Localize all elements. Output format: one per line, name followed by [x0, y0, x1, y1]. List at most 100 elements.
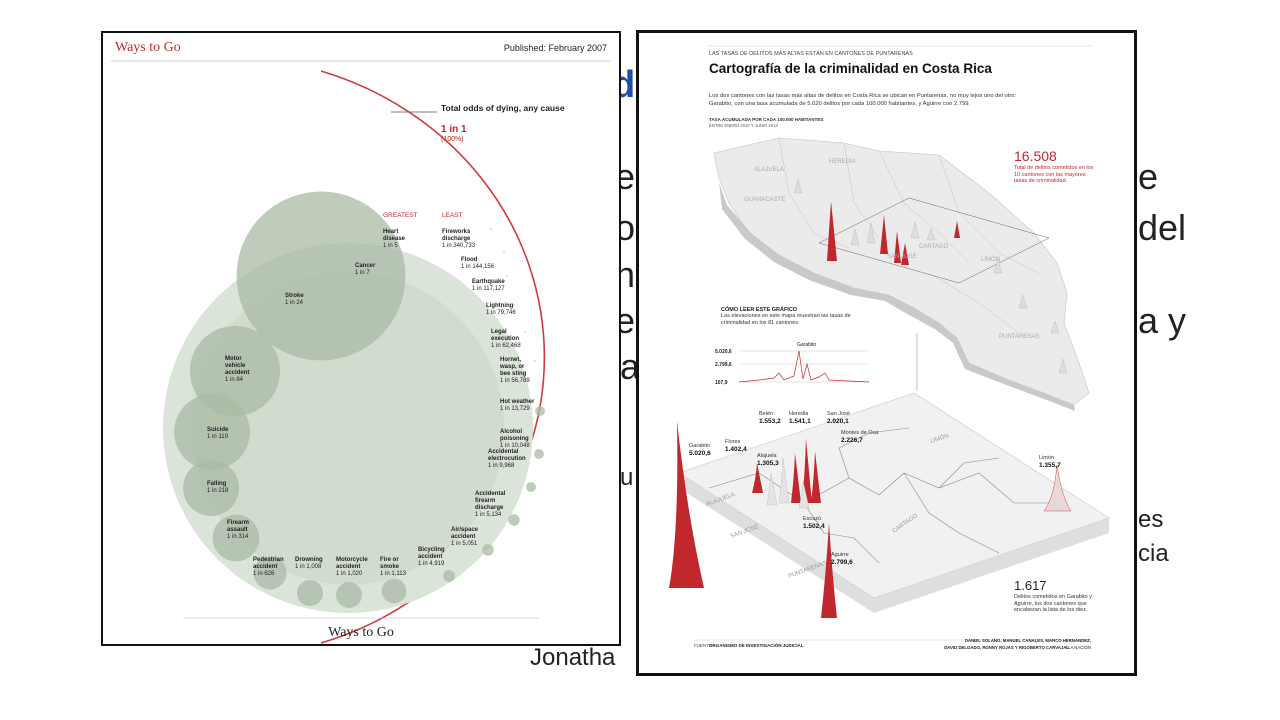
- stat-2: 1.617: [1014, 578, 1047, 593]
- region-label-top: SAN JOSÉ: [887, 253, 917, 260]
- canton-value: 2.226,7: [841, 437, 863, 444]
- cause-odds: 1 in 24: [285, 300, 304, 306]
- right-title: Cartografía de la criminalidad en Costa …: [709, 61, 992, 76]
- credits-line3: / LA NACIÓN: [1066, 645, 1091, 650]
- zoom-frame: [818, 197, 1050, 284]
- region-label-top: PUNTARENAS: [999, 334, 1040, 340]
- greatest-label: GREATEST: [383, 212, 418, 219]
- cause-odds: 1 in 9,968: [488, 463, 515, 469]
- aguirre-peak: [821, 523, 837, 618]
- cause-name: Fireworks: [442, 229, 471, 235]
- bottom-map-peaks: [669, 421, 1072, 618]
- cause-name: Suicide: [207, 427, 229, 433]
- slide-text-fragment: es: [1138, 506, 1164, 533]
- cause-name: Alcohol: [500, 429, 522, 435]
- cause-odds: 1 in 5: [383, 243, 398, 249]
- scale-value: 5.020,6: [715, 349, 732, 355]
- cause-odds: 1 in 144,156: [461, 264, 495, 270]
- scale-chart: 5.020,6 2.799,6 107,9 Garabito: [715, 342, 870, 386]
- cause-name: poisoning: [500, 436, 529, 442]
- cause-circle: [524, 331, 526, 333]
- source: ORGANISMO DE INVESTIGACIÓN JUDICIAL: [709, 641, 804, 648]
- stat-2-text-wrap: Delitos cometidos en Garabito y Aguirre,…: [1014, 594, 1092, 614]
- cause-name: Hot weather: [500, 399, 535, 405]
- stat-2-text: Delitos cometidos en Garabito y Aguirre,…: [1014, 594, 1092, 614]
- cause-circle: [236, 191, 406, 361]
- escazu-peak: [798, 480, 810, 509]
- cause-name: Bicycling: [418, 547, 445, 553]
- cause-circle: [526, 482, 536, 492]
- cause-name: Fire or: [380, 557, 399, 563]
- ways-to-go-svg: Ways to Go Published: February 2007 Tota…: [111, 40, 611, 644]
- cause-name: accident: [336, 564, 360, 570]
- cause-name: Earthquake: [472, 279, 505, 285]
- cause-odds: 1 in 10,048: [500, 443, 530, 449]
- canton-value: 1.541,1: [789, 418, 811, 425]
- cause-name: Drowning: [295, 557, 323, 563]
- canton-name: Escazú: [803, 516, 821, 522]
- top-map-region-labels: ALAJUELA HEREDIA GUANACASTE SAN JOSÉ CAR…: [744, 159, 1040, 340]
- cause-odds: 1 in 119: [207, 434, 229, 440]
- cause-circles: [174, 191, 545, 608]
- cause-circle: [508, 514, 520, 526]
- cause-name: disease: [383, 236, 406, 242]
- garabito-peak: [669, 421, 704, 588]
- intro-line1: Los dos cantones con las tasas más altas…: [709, 93, 1016, 99]
- heredia-peak: [791, 453, 801, 503]
- cause-name: assault: [227, 527, 248, 533]
- canton-name: Alajuela: [757, 453, 778, 459]
- canton-value: 1.305,3: [757, 460, 779, 467]
- cause-odds: 1 in 626: [253, 571, 275, 577]
- cause-odds: 1 in 7: [355, 270, 370, 276]
- top-map-peaks: [793, 178, 1068, 374]
- cause-circle: [534, 449, 544, 459]
- alajuela-peak: [752, 463, 763, 493]
- bottom-map-surface: [678, 392, 1110, 599]
- kicker: LAS TASAS DE DELITOS MÁS ALTAS ESTÁN EN …: [709, 50, 913, 57]
- canton-name: Heredia: [789, 411, 809, 417]
- canton-value: 1.402,4: [725, 446, 747, 453]
- cause-name: accident: [253, 564, 277, 570]
- cause-name: Stroke: [285, 293, 304, 299]
- scale-label: Garabito: [797, 342, 816, 348]
- slide-text-fragment: u: [620, 464, 634, 491]
- canton-value: 2.020,1: [827, 418, 849, 425]
- cause-name: vehicle: [225, 363, 246, 369]
- scale-value: 2.799,6: [715, 362, 732, 368]
- cause-odds: 1 in 5,134: [475, 512, 502, 518]
- slide-text-fragment: cia: [1138, 540, 1169, 567]
- canton-name: Limón: [1039, 455, 1054, 461]
- canton-value: 5.020,6: [689, 450, 711, 457]
- canton-name: San José: [827, 411, 850, 417]
- cause-odds: 1 in 1,020: [336, 571, 363, 577]
- slide-author-fragment: Jonatha: [530, 644, 616, 671]
- flores-peak: [766, 472, 778, 506]
- cause-circle: [534, 360, 536, 362]
- cause-name: Flood: [461, 257, 478, 263]
- region-label-top: GUANACASTE: [744, 197, 785, 203]
- cause-circle: [513, 304, 515, 306]
- big-stat-text: Total de delitos cometidos en los 10 can…: [1014, 165, 1094, 185]
- cause-name: bee sting: [500, 371, 527, 377]
- cause-circle: [182, 459, 240, 517]
- cause-odds: 1 in 314: [227, 534, 249, 540]
- cause-circle: [503, 251, 505, 253]
- rate-subhead-period: ENTRE ENERO 2010 Y JUNIO 2013: [709, 123, 778, 128]
- costa-rica-crime-infographic: LAS TASAS DE DELITOS MÁS ALTAS ESTÁN EN …: [636, 30, 1137, 676]
- cause-name: Hornet,: [500, 357, 521, 363]
- canton-value: 1.502,4: [803, 523, 825, 530]
